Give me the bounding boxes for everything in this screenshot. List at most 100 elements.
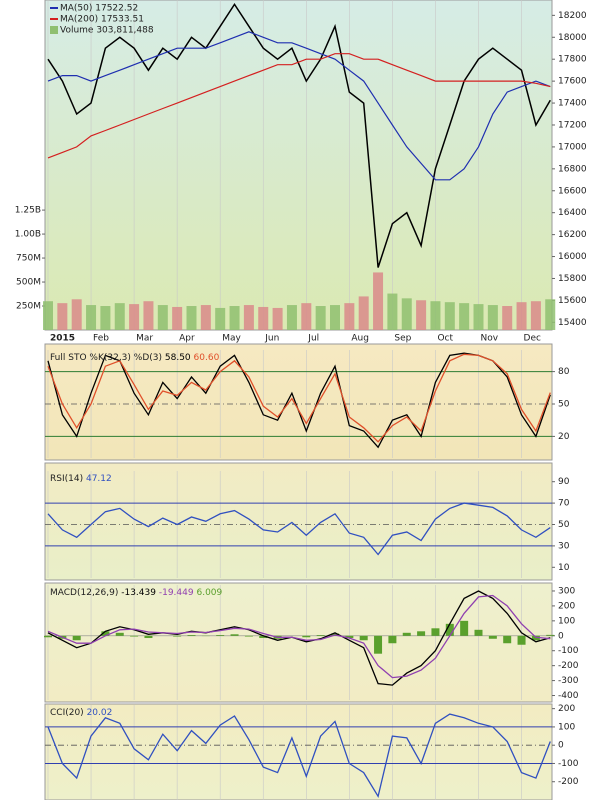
y-tick-label: 16600 (558, 186, 587, 196)
volume-bar (243, 305, 254, 330)
y-tick-label: 15600 (558, 296, 587, 306)
volume-bar (330, 305, 340, 330)
volume-bar (57, 303, 68, 330)
volume-bar (516, 302, 527, 330)
x-tick-label: Mar (136, 334, 153, 344)
y-tick-label: 0 (558, 631, 564, 641)
histogram-bar (431, 628, 440, 636)
y-tick-label: 300 (558, 586, 575, 596)
volume-bar (258, 306, 269, 330)
panel-label: CCI(20) (50, 708, 84, 718)
x-tick-label: Aug (351, 334, 369, 344)
volume-bar (100, 306, 111, 330)
volume-bar (114, 303, 125, 330)
y-tick-label: -100 (558, 646, 579, 656)
y-tick-label: 15800 (558, 274, 587, 284)
volume-bar (172, 306, 183, 330)
histogram-bar (230, 634, 239, 636)
y-tick-label: 17000 (558, 142, 587, 152)
panel-label: 6.009 (196, 588, 222, 598)
volume-bar (157, 305, 168, 330)
volume-bar (143, 301, 154, 330)
y-tick-label: 17200 (558, 120, 587, 130)
y-tick-label: 80 (558, 367, 570, 377)
panel-bg (44, 0, 553, 331)
histogram-bar (72, 635, 81, 641)
panel-label: MACD(12,26,9) (50, 588, 118, 598)
y-tick-label: 16400 (558, 208, 587, 218)
moving-average (47, 53, 551, 159)
volume-bar (387, 293, 398, 330)
y-tick-label: 16000 (558, 252, 587, 262)
y-tick-label: 17800 (558, 55, 587, 65)
panel-bg (44, 462, 553, 581)
panel-label: -13.439 (121, 588, 156, 598)
volume-bar (373, 272, 384, 330)
volume-bar (200, 305, 211, 330)
y-tick-label: 200 (558, 601, 575, 611)
y-tick-label: 30 (558, 541, 570, 551)
panel-title: RSI(14) 47.12 (50, 474, 112, 484)
histogram-bar (460, 620, 469, 636)
panel-label: Full STO %K(32,3) %D(3) (50, 353, 162, 363)
y-tick-label: 100 (558, 722, 575, 732)
panel-label: 60.60 (194, 353, 220, 363)
histogram-bar (417, 631, 426, 636)
x-tick-label: Nov (481, 334, 499, 344)
volume-bar (401, 298, 412, 330)
histogram-bar (388, 635, 397, 644)
x-tick-label: Oct (437, 334, 453, 344)
panel-title: CCI(20) 20.02 (50, 708, 112, 718)
histogram-bar (531, 635, 540, 641)
histogram-bar (144, 635, 153, 639)
x-tick-label: 2015 (50, 334, 75, 344)
histogram-bar (488, 635, 497, 639)
volume-bar (358, 296, 369, 330)
y-tick-label: -100 (558, 759, 579, 769)
indicator-line (47, 353, 551, 443)
x-tick-label: Dec (524, 334, 541, 344)
histogram-bar (187, 635, 196, 636)
y-tick-label: 15400 (558, 318, 587, 328)
y-tick-label: -200 (558, 777, 579, 787)
histogram-bar (546, 634, 555, 636)
volume-tick-label: 1.00B (15, 230, 41, 240)
x-tick-label: Feb (93, 334, 109, 344)
price-line (47, 3, 551, 268)
histogram-bar (44, 635, 52, 638)
histogram-bar (517, 635, 526, 645)
y-tick-label: 200 (558, 704, 575, 714)
panel-label: 47.12 (86, 474, 112, 484)
legend-label: MA(200) 17533.51 (60, 15, 144, 25)
histogram-bar (216, 635, 225, 636)
indicator-line (47, 713, 551, 798)
y-tick-label: 18200 (558, 11, 587, 21)
volume-bar (86, 305, 97, 330)
volume-bar (286, 305, 297, 330)
panel-bg (44, 703, 553, 800)
volume-tick-label: 250M (16, 302, 41, 312)
histogram-bar (115, 632, 124, 636)
volume-bar (43, 301, 53, 330)
y-tick-label: 16200 (558, 230, 587, 240)
histogram-bar (474, 629, 483, 636)
histogram-bar (503, 635, 512, 644)
y-tick-label: 20 (558, 432, 570, 442)
y-tick-label: -300 (558, 676, 579, 686)
x-tick-label: May (222, 334, 241, 344)
volume-tick-label: 500M (16, 278, 41, 288)
volume-bar (502, 306, 513, 330)
y-tick-label: 10 (558, 563, 570, 573)
histogram-bar (259, 635, 268, 639)
volume-bar (530, 301, 541, 330)
panel-label: RSI(14) (50, 474, 83, 484)
volume-bar (416, 300, 427, 330)
y-tick-label: 0 (558, 741, 564, 751)
legend-swatch (50, 26, 58, 34)
panel-label: 58.50 (165, 353, 191, 363)
y-tick-label: 70 (558, 499, 570, 509)
y-tick-label: 100 (558, 616, 575, 626)
volume-bar (301, 303, 312, 330)
histogram-bar (101, 631, 110, 636)
panel-bg (44, 343, 553, 461)
